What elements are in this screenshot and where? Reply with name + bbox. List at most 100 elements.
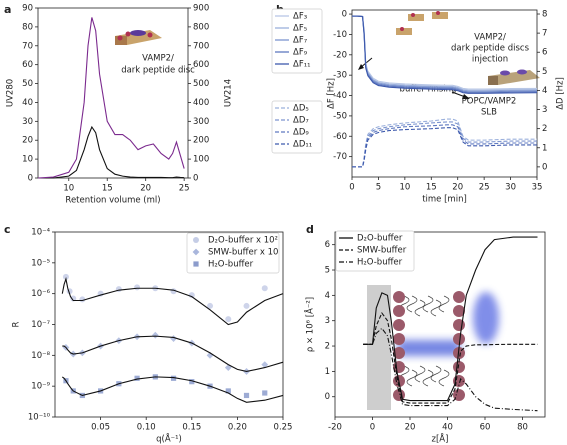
series-line bbox=[37, 17, 185, 179]
y2-tick-label: 900 bbox=[193, 4, 209, 14]
y-tick-label: 10⁻¹⁰ bbox=[28, 413, 51, 423]
y-axis-label: UV280 bbox=[6, 79, 16, 107]
x-tick-label: 15 bbox=[102, 184, 113, 194]
legend-box bbox=[335, 230, 415, 272]
y-tick-label: 10⁻⁹ bbox=[31, 382, 50, 392]
x-tick-label: 0.15 bbox=[182, 423, 201, 433]
y2-tick-label: 700 bbox=[193, 41, 209, 51]
y2-tick-label: 5 bbox=[542, 67, 547, 77]
y-tick-label: 6 bbox=[325, 240, 330, 250]
x-tick-label: 10 bbox=[63, 184, 74, 194]
y-axis-label: R bbox=[12, 321, 22, 327]
legend-box bbox=[186, 232, 280, 274]
y-tick-label: 60 bbox=[22, 60, 33, 70]
x-axis-label: time [min] bbox=[422, 195, 467, 205]
series-line bbox=[363, 327, 538, 412]
legend-label: H₂O-buffer bbox=[357, 258, 403, 268]
series-line bbox=[363, 312, 538, 404]
annotation: POPC/VAMP2 bbox=[462, 97, 517, 107]
series-line bbox=[352, 127, 537, 168]
y-tick-label: 4 bbox=[325, 291, 330, 301]
marker bbox=[261, 285, 268, 292]
y2-tick-label: 6 bbox=[542, 48, 547, 58]
legend-box bbox=[271, 100, 323, 154]
x-tick-label: 0.25 bbox=[274, 423, 293, 433]
annotation: injection bbox=[472, 55, 508, 65]
x-tick-label: 0 bbox=[370, 423, 375, 433]
y-tick-label: 0 bbox=[342, 10, 347, 20]
panel-label: d bbox=[306, 223, 314, 236]
y-tick-label: -50 bbox=[333, 111, 347, 121]
marker bbox=[151, 331, 159, 339]
annotation: SLB bbox=[481, 108, 497, 118]
legend-label: D₂O-buffer bbox=[357, 234, 403, 244]
marker bbox=[225, 316, 232, 323]
marker bbox=[224, 364, 232, 372]
y-tick-label: 50 bbox=[22, 79, 33, 89]
y-tick-label: -70 bbox=[333, 152, 347, 162]
y-tick-label: 20 bbox=[22, 136, 33, 146]
annotation: dark peptide discs bbox=[451, 44, 530, 54]
y-tick-label: 10⁻⁸ bbox=[31, 351, 50, 361]
y2-axis-label: ΔD [Hz] bbox=[556, 77, 566, 110]
marker bbox=[134, 284, 141, 291]
plot-frame bbox=[351, 9, 538, 178]
legend-label: ΔD₁₁ bbox=[293, 140, 312, 150]
y2-tick-label: 0 bbox=[193, 174, 198, 184]
x-tick-label: 25 bbox=[479, 183, 490, 193]
x-tick-label: 80 bbox=[517, 423, 528, 433]
y2-tick-label: 2 bbox=[542, 124, 547, 134]
y2-tick-label: 300 bbox=[193, 117, 209, 127]
y-tick-label: 70 bbox=[22, 41, 33, 51]
annotation: dark peptide disc bbox=[121, 66, 195, 76]
x-tick-label: 0.10 bbox=[137, 423, 156, 433]
y2-axis-label: UV214 bbox=[224, 79, 234, 107]
y-tick-label: 90 bbox=[22, 4, 33, 14]
y-tick-label: 10⁻⁶ bbox=[31, 289, 50, 299]
x-tick-label: 30 bbox=[505, 183, 516, 193]
y-tick-label: 10⁻⁷ bbox=[31, 320, 50, 330]
marker bbox=[193, 237, 199, 243]
y-tick-label: 3 bbox=[325, 316, 330, 326]
y2-tick-label: 500 bbox=[193, 79, 209, 89]
y-tick-label: 80 bbox=[22, 22, 33, 32]
x-tick-label: 0.05 bbox=[91, 423, 110, 433]
series-line bbox=[38, 125, 185, 179]
plot-frame bbox=[37, 7, 189, 179]
legend-label: ΔF₅ bbox=[293, 24, 307, 34]
y-tick-label: 10⁻⁴ bbox=[31, 228, 50, 238]
x-tick-label: 40 bbox=[442, 423, 453, 433]
y-tick-label: 0 bbox=[325, 392, 330, 402]
x-axis-label: Retention volume (ml) bbox=[65, 196, 160, 206]
y-tick-label: 0 bbox=[28, 174, 33, 184]
y-tick-label: -60 bbox=[333, 132, 347, 142]
legend-label: D₂O-buffer x 10² bbox=[208, 236, 278, 246]
y-tick-label: 30 bbox=[22, 117, 33, 127]
marker bbox=[206, 351, 214, 359]
x-tick-label: -20 bbox=[328, 423, 342, 433]
x-tick-label: 0 bbox=[349, 183, 354, 193]
y-tick-label: -40 bbox=[333, 91, 347, 101]
marker bbox=[62, 273, 69, 280]
marker bbox=[134, 375, 140, 381]
y2-tick-label: 200 bbox=[193, 136, 209, 146]
x-tick-label: 35 bbox=[532, 183, 543, 193]
y2-tick-label: 3 bbox=[542, 105, 547, 115]
x-axis-label: q(Å⁻¹) bbox=[156, 433, 182, 445]
marker bbox=[70, 295, 77, 302]
x-tick-label: 15 bbox=[426, 183, 437, 193]
legend-label: SMW-buffer bbox=[357, 246, 407, 256]
marker bbox=[225, 388, 231, 394]
legend-box bbox=[271, 8, 323, 74]
bilayer-cartoon bbox=[367, 285, 499, 410]
marker bbox=[170, 375, 177, 381]
fit-line bbox=[62, 335, 284, 373]
x-tick-label: 10 bbox=[399, 183, 410, 193]
legend-label: H₂O-buffer bbox=[208, 260, 254, 270]
x-tick-label: 25 bbox=[179, 184, 190, 194]
y-tick-label: 1 bbox=[325, 367, 330, 377]
y-tick-label: 10 bbox=[22, 155, 33, 165]
